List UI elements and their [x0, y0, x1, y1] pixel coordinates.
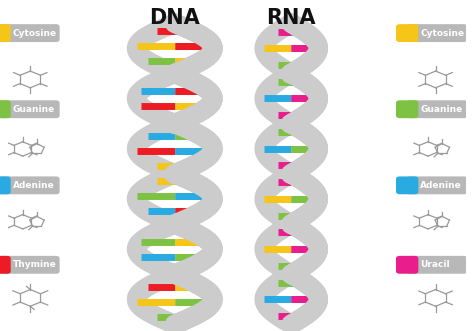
Text: Adenine: Adenine	[420, 181, 462, 190]
Text: Uracil: Uracil	[420, 260, 450, 269]
Text: Cytosine: Cytosine	[420, 28, 465, 38]
FancyBboxPatch shape	[396, 256, 419, 274]
Text: Thymine: Thymine	[13, 260, 56, 269]
FancyBboxPatch shape	[396, 176, 419, 194]
FancyBboxPatch shape	[0, 176, 60, 194]
Text: Cytosine: Cytosine	[13, 28, 57, 38]
Text: Adenine: Adenine	[13, 181, 55, 190]
FancyBboxPatch shape	[406, 24, 467, 42]
FancyBboxPatch shape	[0, 176, 11, 194]
FancyBboxPatch shape	[396, 100, 419, 118]
FancyBboxPatch shape	[406, 176, 467, 194]
Text: Guanine: Guanine	[420, 105, 463, 114]
FancyBboxPatch shape	[0, 24, 11, 42]
FancyBboxPatch shape	[396, 24, 419, 42]
Text: DNA: DNA	[149, 8, 200, 28]
Text: Guanine: Guanine	[13, 105, 55, 114]
FancyBboxPatch shape	[0, 100, 60, 118]
FancyBboxPatch shape	[406, 256, 467, 274]
Text: RNA: RNA	[266, 8, 316, 28]
FancyBboxPatch shape	[0, 256, 60, 274]
FancyBboxPatch shape	[406, 100, 467, 118]
FancyBboxPatch shape	[0, 256, 11, 274]
FancyBboxPatch shape	[0, 24, 60, 42]
FancyBboxPatch shape	[0, 100, 11, 118]
